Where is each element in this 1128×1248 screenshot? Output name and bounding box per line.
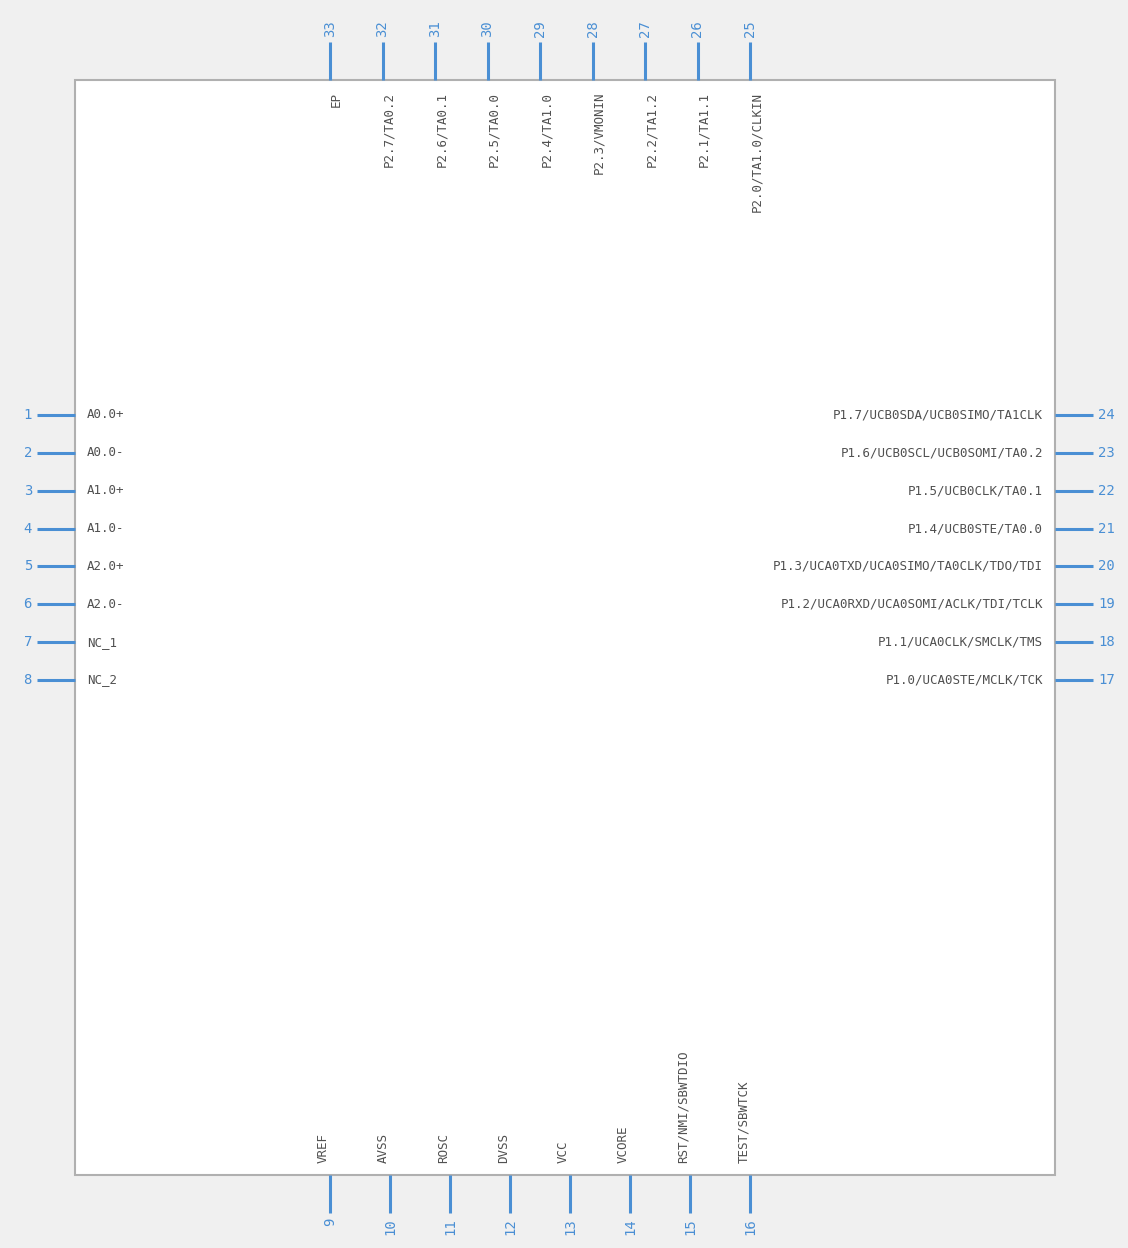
Text: 20: 20 (1098, 559, 1114, 573)
Text: 3: 3 (24, 484, 32, 498)
Text: 10: 10 (384, 1218, 397, 1234)
Text: P2.0/TA1.0/CLKIN: P2.0/TA1.0/CLKIN (750, 92, 763, 212)
Text: P2.3/VMONIN: P2.3/VMONIN (592, 92, 606, 175)
Text: 25: 25 (743, 20, 757, 37)
Text: 32: 32 (376, 20, 389, 37)
Text: 8: 8 (24, 673, 32, 686)
Text: 33: 33 (323, 20, 337, 37)
Text: 5: 5 (24, 559, 32, 573)
Text: 18: 18 (1098, 635, 1114, 649)
Text: 13: 13 (563, 1218, 578, 1234)
Text: 11: 11 (443, 1218, 457, 1234)
Text: P1.5/UCB0CLK/TA0.1: P1.5/UCB0CLK/TA0.1 (908, 484, 1043, 497)
Text: 2: 2 (24, 446, 32, 459)
Text: 28: 28 (585, 20, 599, 37)
Text: A1.0+: A1.0+ (87, 484, 124, 497)
Text: A2.0-: A2.0- (87, 598, 124, 610)
Text: P1.2/UCA0RXD/UCA0SOMI/ACLK/TDI/TCLK: P1.2/UCA0RXD/UCA0SOMI/ACLK/TDI/TCLK (781, 598, 1043, 610)
Text: 27: 27 (638, 20, 652, 37)
Text: 1: 1 (24, 408, 32, 422)
Text: P1.4/UCB0STE/TA0.0: P1.4/UCB0STE/TA0.0 (908, 522, 1043, 535)
Text: P2.7/TA0.2: P2.7/TA0.2 (382, 92, 396, 167)
Text: P2.1/TA1.1: P2.1/TA1.1 (697, 92, 711, 167)
Text: P2.2/TA1.2: P2.2/TA1.2 (645, 92, 658, 167)
Text: VREF: VREF (317, 1133, 331, 1163)
Text: 31: 31 (428, 20, 442, 37)
Text: VCC: VCC (557, 1141, 570, 1163)
Text: TEST/SBWTCK: TEST/SBWTCK (737, 1081, 750, 1163)
Text: P2.4/TA1.0: P2.4/TA1.0 (540, 92, 553, 167)
Text: 7: 7 (24, 635, 32, 649)
Text: 24: 24 (1098, 408, 1114, 422)
Text: A0.0-: A0.0- (87, 447, 124, 459)
Text: A0.0+: A0.0+ (87, 408, 124, 422)
Text: DVSS: DVSS (497, 1133, 510, 1163)
Text: 9: 9 (323, 1218, 337, 1227)
Text: 29: 29 (534, 20, 547, 37)
Text: NC_1: NC_1 (87, 635, 117, 649)
Text: 17: 17 (1098, 673, 1114, 686)
Text: A1.0-: A1.0- (87, 522, 124, 535)
Text: 15: 15 (682, 1218, 697, 1234)
Text: 16: 16 (743, 1218, 757, 1234)
Text: P1.1/UCA0CLK/SMCLK/TMS: P1.1/UCA0CLK/SMCLK/TMS (878, 635, 1043, 649)
Text: 23: 23 (1098, 446, 1114, 459)
Text: P1.6/UCB0SCL/UCB0SOMI/TA0.2: P1.6/UCB0SCL/UCB0SOMI/TA0.2 (840, 447, 1043, 459)
Text: A2.0+: A2.0+ (87, 560, 124, 573)
Text: 19: 19 (1098, 598, 1114, 612)
Text: RST/NMI/SBWTDIO: RST/NMI/SBWTDIO (677, 1051, 690, 1163)
Text: AVSS: AVSS (377, 1133, 390, 1163)
Text: 6: 6 (24, 598, 32, 612)
Text: P1.3/UCA0TXD/UCA0SIMO/TA0CLK/TDO/TDI: P1.3/UCA0TXD/UCA0SIMO/TA0CLK/TDO/TDI (773, 560, 1043, 573)
Text: 14: 14 (623, 1218, 637, 1234)
Text: P1.0/UCA0STE/MCLK/TCK: P1.0/UCA0STE/MCLK/TCK (885, 674, 1043, 686)
Text: ROSC: ROSC (437, 1133, 450, 1163)
Text: 21: 21 (1098, 522, 1114, 535)
Text: 12: 12 (503, 1218, 517, 1234)
Text: 22: 22 (1098, 484, 1114, 498)
Text: NC_2: NC_2 (87, 674, 117, 686)
Text: P2.5/TA0.0: P2.5/TA0.0 (487, 92, 501, 167)
Text: VCORE: VCORE (617, 1126, 631, 1163)
Text: 30: 30 (481, 20, 494, 37)
Bar (74, 80, 1055, 1176)
Text: 4: 4 (24, 522, 32, 535)
Text: 26: 26 (690, 20, 705, 37)
Text: P1.7/UCB0SDA/UCB0SIMO/TA1CLK: P1.7/UCB0SDA/UCB0SIMO/TA1CLK (832, 408, 1043, 422)
Text: P2.6/TA0.1: P2.6/TA0.1 (435, 92, 448, 167)
Text: EP: EP (331, 92, 343, 107)
